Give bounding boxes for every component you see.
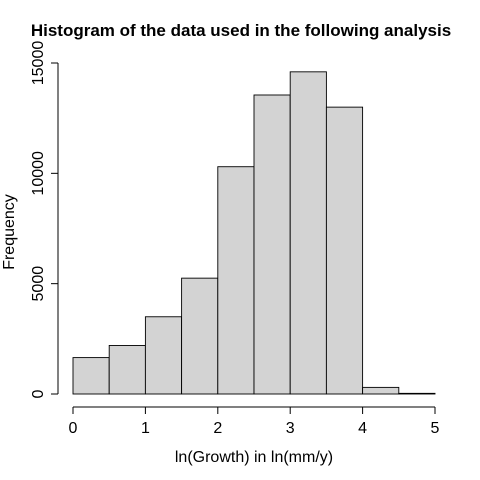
x-tick-label: 2 [213,420,222,437]
x-tick-label: 3 [286,420,295,437]
histogram-bar [398,392,436,395]
histogram-bar [289,71,327,395]
x-tick-label: 4 [358,420,367,437]
histogram-bar [362,386,400,395]
histogram-bar [108,345,146,395]
x-tick-label: 1 [141,420,150,437]
y-tick-label: 15000 [30,41,47,86]
histogram-bar [217,166,255,395]
histogram-bar [325,106,364,395]
y-axis-label: Frequency [1,194,18,270]
histogram-bar [72,357,110,395]
bars-group [72,71,436,395]
y-tick-label: 0 [30,389,47,398]
y-tick-label: 5000 [30,266,47,302]
histogram-bar [144,316,183,395]
chart-title: Histogram of the data used in the follow… [31,21,451,40]
x-tick-label: 0 [69,420,78,437]
histogram-bar [181,277,219,395]
y-tick-label: 10000 [30,151,47,196]
histogram-bar [253,94,291,395]
x-axis-label: ln(Growth) in ln(mm/y) [175,449,333,466]
x-tick-label: 5 [431,420,440,437]
y-axis: 0 5000 10000 15000 [30,41,59,398]
x-axis: 0 1 2 3 4 5 [69,406,440,437]
